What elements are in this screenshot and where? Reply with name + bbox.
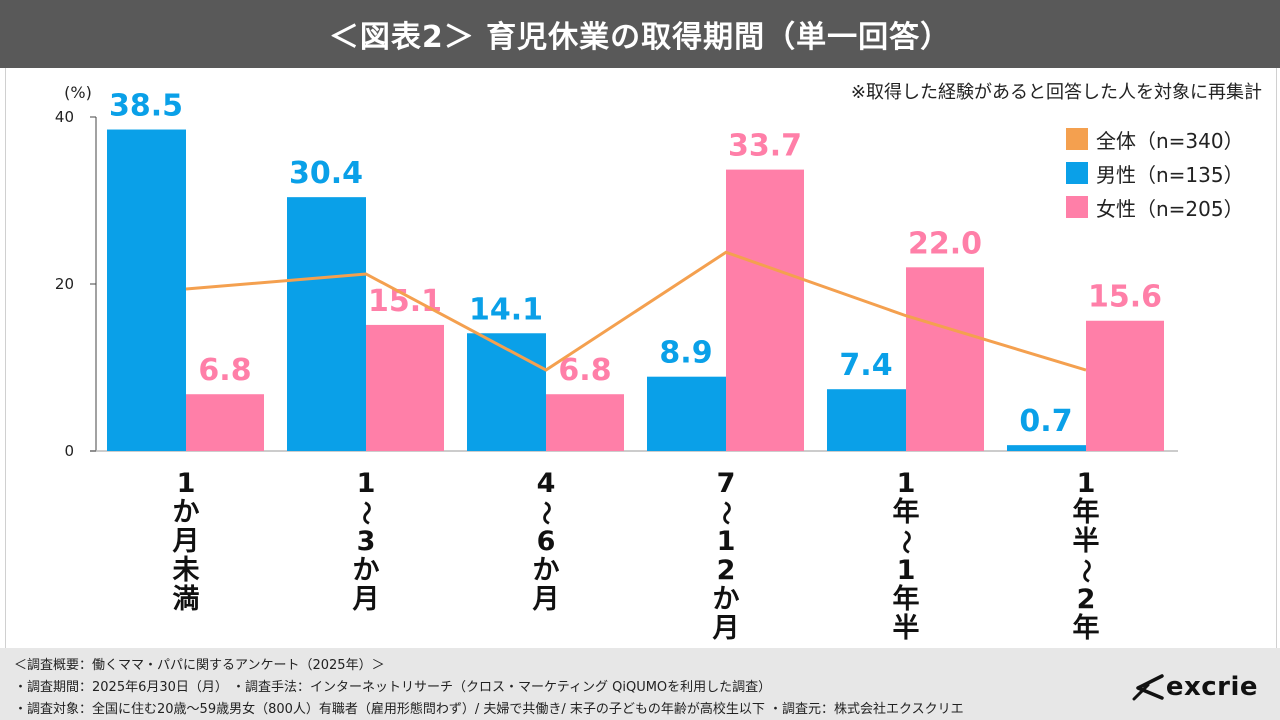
legend-label-female: 女性（n=205） [1096,196,1244,221]
footer-line-period: ・調査期間：2025年6月30日（月） ・調査手法：インターネットリサーチ（クロ… [14,680,772,695]
bar-female [906,267,984,451]
bar-female [1086,320,1164,451]
data-label-male: 38.5 [109,89,183,124]
x-category-label-char: 〜 [712,501,740,525]
legend-item-female: 女性（n=205） [1066,190,1244,224]
x-category-label-char: か [713,584,740,615]
x-category-label-char: か [533,555,560,586]
x-category-label-char: 月 [172,526,200,557]
y-tick-label: 20 [55,275,74,293]
bar-female [726,169,804,452]
data-label-female: 6.8 [558,353,611,388]
legend-item-male: 男性（n=135） [1066,156,1244,190]
x-category-label-char: 3 [357,526,376,557]
x-category-label-char: 1 [897,468,916,499]
bar-male [467,333,546,451]
x-category-label-char: 1 [897,555,916,586]
x-category-label-char: 1 [357,468,376,499]
x-category-label-char: 〜 [892,530,920,554]
data-label-male: 8.9 [659,336,712,371]
bar-female [546,394,624,451]
x-category-label-char: 月 [352,584,380,615]
logo-mark-icon [1132,674,1164,701]
data-label-male: 30.4 [289,156,363,191]
x-category-label-char: 4 [537,468,556,499]
x-category-label-char: か [173,497,200,528]
x-category-label-char: 1 [717,526,736,557]
x-category-label-char: 半 [893,613,920,644]
x-category-label-char: 年 [1073,612,1100,644]
x-category-label-char: 7 [717,468,736,499]
y-tick-label: 0 [64,442,74,460]
x-category-label-char: 2 [717,555,736,586]
x-category-label-char: 〜 [532,501,560,525]
x-category-label-char: 年 [1073,496,1100,528]
data-label-female: 6.8 [198,353,251,388]
bar-male [827,389,906,451]
bar-male [287,197,366,451]
x-category-label-char: 月 [712,613,740,644]
footer-line-target: ・調査対象：全国に住む20歳～59歳男女（800人）有職者（雇用形態問わず）/ … [14,702,964,717]
chart-area [5,68,1277,648]
legend-swatch-total [1066,128,1088,150]
legend-label-male: 男性（n=135） [1096,162,1244,187]
x-category-label-char: 満 [173,584,200,615]
bar-male [647,376,726,451]
x-category-label-char: 1 [1077,468,1096,499]
x-category-label-char: 〜 [1072,559,1100,583]
x-category-label-char: 未 [173,555,200,586]
survey-footer [0,648,1280,720]
brand-logo: excrie [1132,672,1258,702]
legend-swatch-female [1066,196,1088,218]
legend: 全体（n=340） 男性（n=135） 女性（n=205） [1066,122,1244,224]
x-category-label-char: 月 [532,584,560,615]
footer-line-overview: ＜調査概要：働くママ・パパに関するアンケート（2025年）＞ [14,658,385,673]
bar-female [186,394,264,451]
line-total [185,250,1087,372]
x-category-label-char: 1 [177,468,196,499]
x-category-label-char: 6 [537,526,556,557]
x-category-label-char: 半 [1073,526,1100,557]
data-label-female: 22.0 [908,226,982,261]
data-label-female: 15.6 [1088,280,1162,315]
x-category-label-char: 〜 [352,501,380,525]
chart-note: ※取得した経験があると回答した人を対象に再集計 [850,82,1262,103]
y-tick-label: 40 [55,108,74,126]
legend-swatch-male [1066,162,1088,184]
y-axis-unit-label: (%) [64,83,92,102]
data-label-female: 33.7 [728,129,802,164]
x-category-label-char: 2 [1077,584,1096,615]
data-label-male: 0.7 [1019,404,1072,439]
chart-title: ＜図表2＞ 育児休業の取得期間（単一回答） [0,0,1280,68]
x-category-label-char: 年 [893,496,920,528]
logo-text: excrie [1165,672,1258,702]
bar-male [107,129,186,451]
legend-label-total: 全体（n=340） [1096,128,1244,153]
data-label-male: 7.4 [839,348,892,383]
bar-male [1007,445,1086,451]
data-label-female: 15.1 [368,284,442,319]
data-label-male: 14.1 [469,292,543,327]
legend-item-total: 全体（n=340） [1066,122,1244,156]
x-category-label-char: か [353,555,380,586]
x-category-label-char: 年 [893,583,920,615]
bar-female [366,324,444,451]
